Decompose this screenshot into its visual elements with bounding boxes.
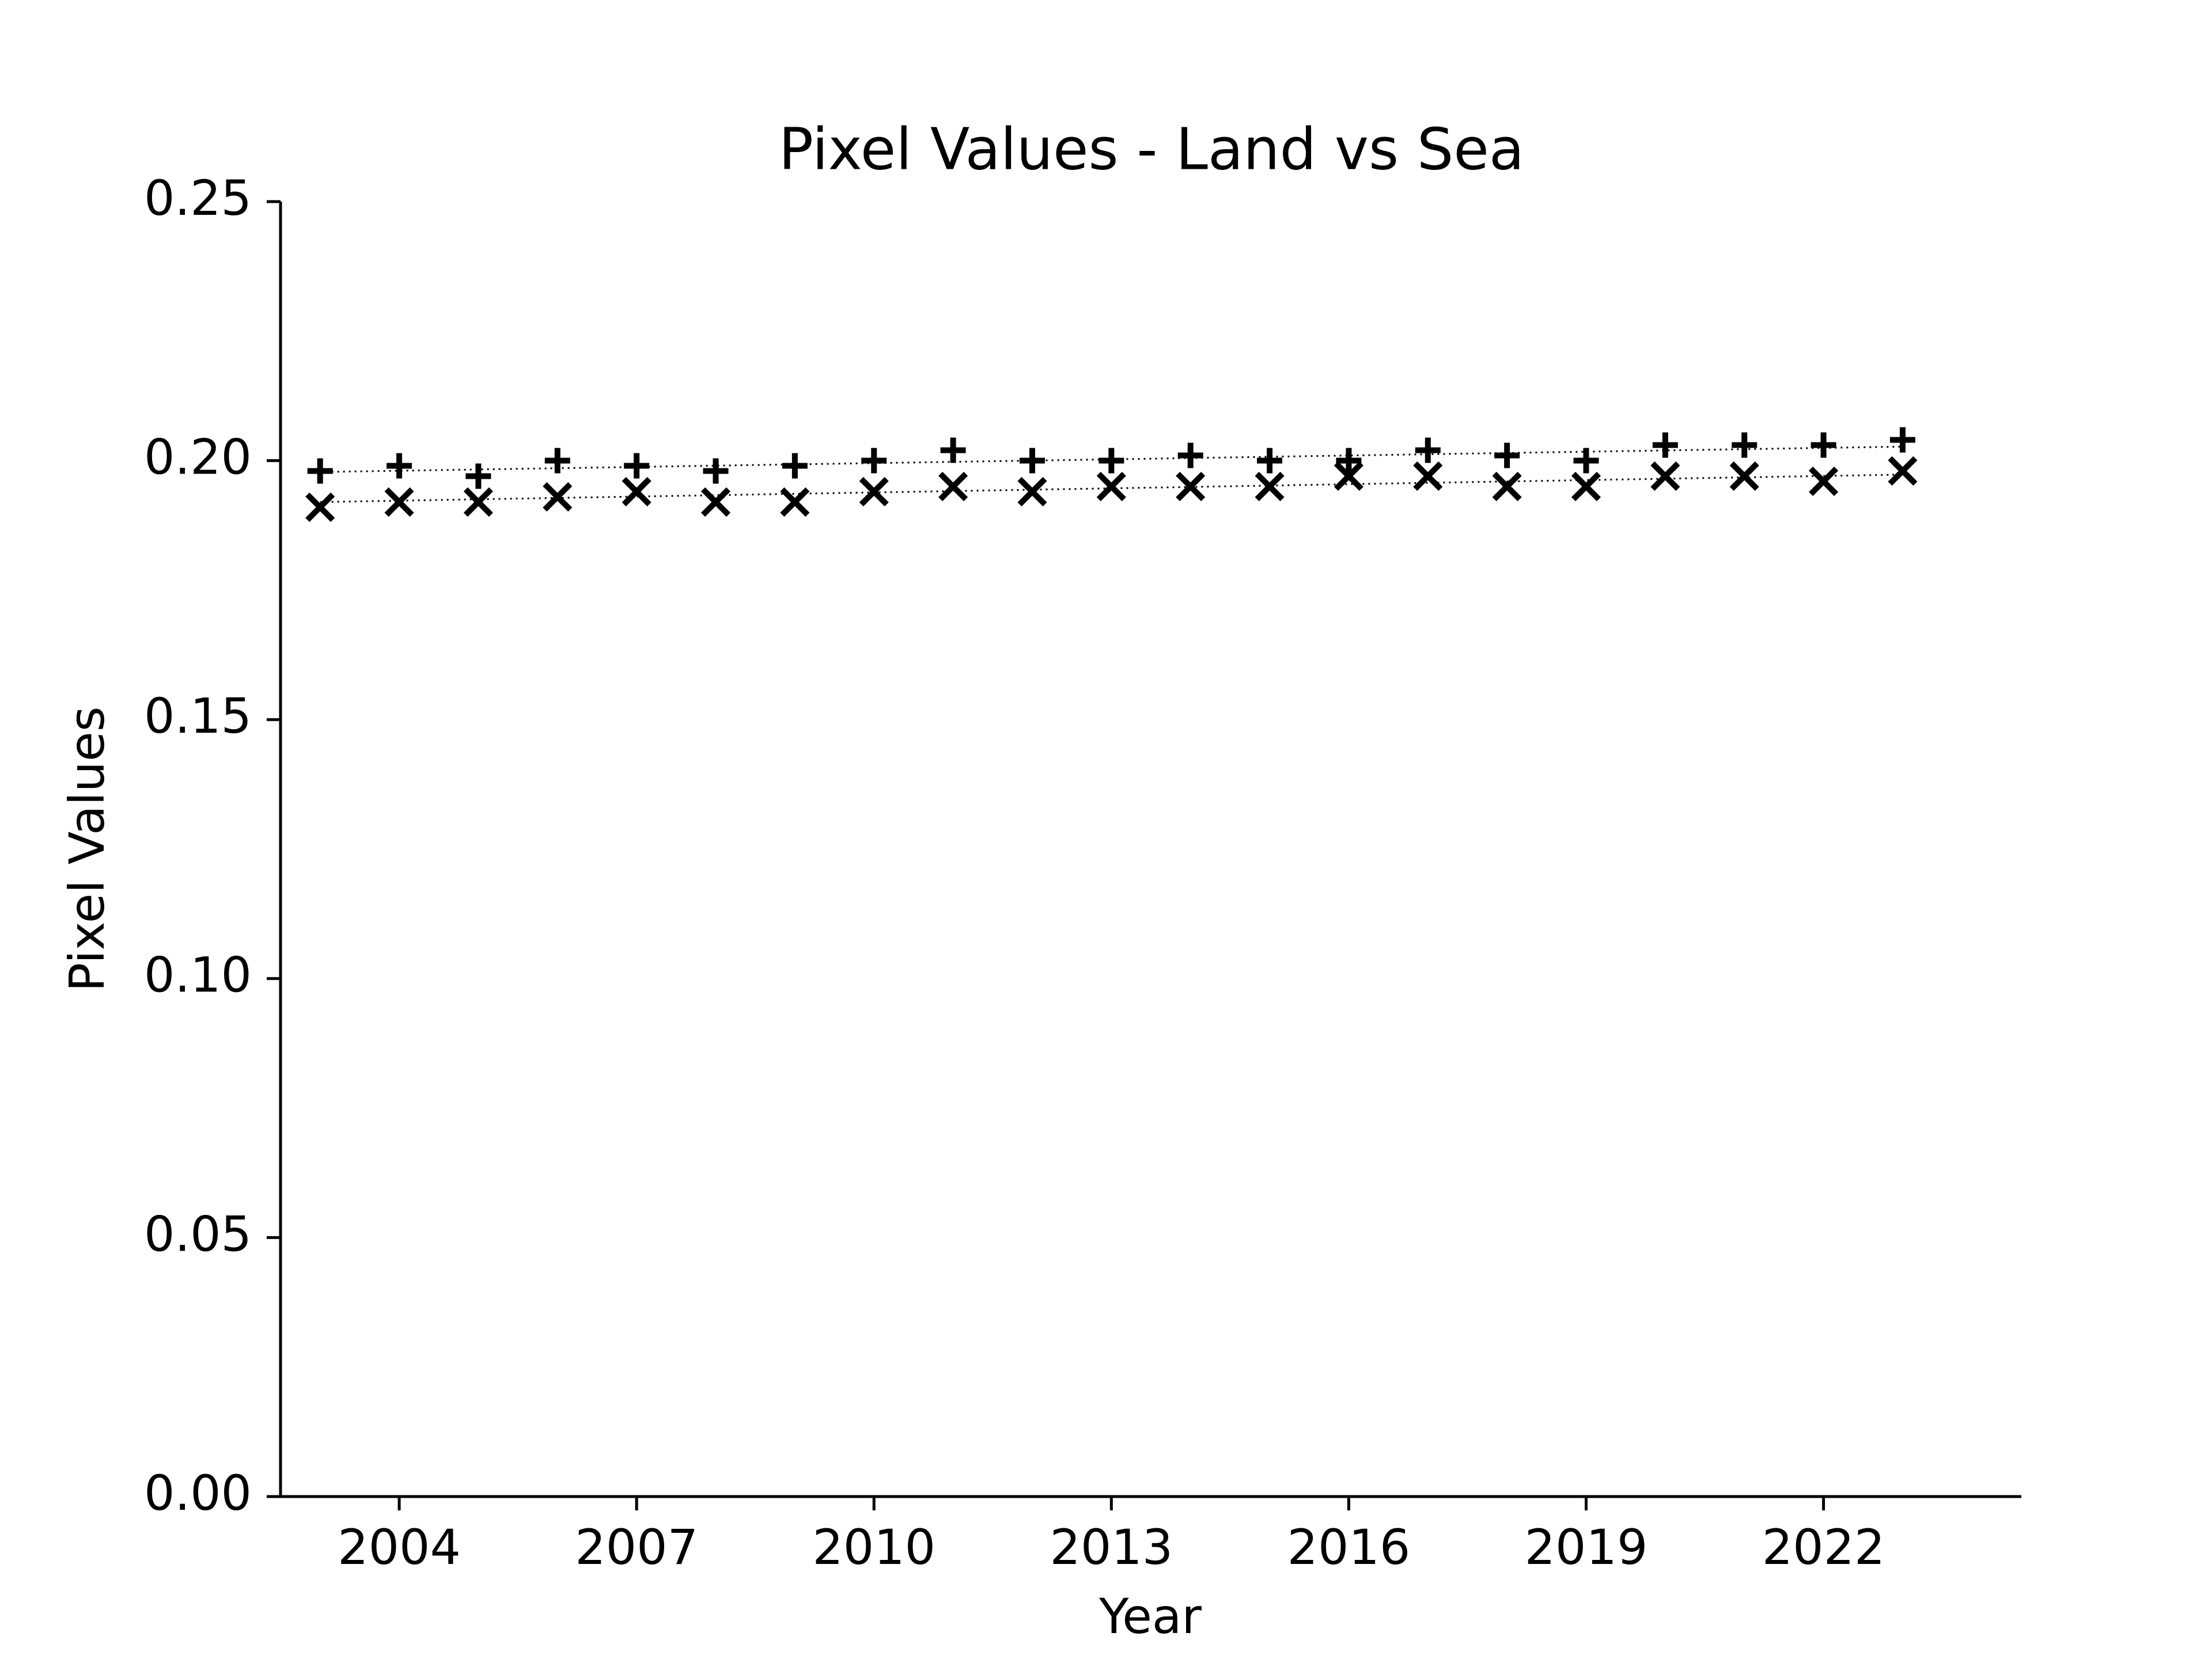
data-point-x xyxy=(1888,456,1918,486)
data-point-plus xyxy=(1494,442,1520,468)
data-point-x xyxy=(1096,472,1126,502)
axes xyxy=(279,202,2021,1498)
data-point-x xyxy=(1413,461,1443,491)
chart-title: Pixel Values - Land vs Sea xyxy=(779,115,1524,183)
data-point-x xyxy=(1017,477,1047,507)
y-tick-label: 0.10 xyxy=(144,947,252,1003)
data-point-x xyxy=(1729,461,1759,491)
x-tick-label: 2004 xyxy=(338,1519,461,1575)
data-point-x xyxy=(1176,472,1206,502)
y-tick-label: 0.15 xyxy=(144,688,252,744)
data-point-plus xyxy=(465,463,491,489)
data-point-x xyxy=(463,487,493,517)
x-tick-label: 2022 xyxy=(1762,1519,1885,1575)
data-point-x xyxy=(1809,467,1839,497)
data-point-plus xyxy=(1019,448,1045,474)
data-point-x xyxy=(1334,461,1363,491)
data-point-plus xyxy=(624,453,650,479)
data-point-plus xyxy=(1177,442,1203,468)
data-point-x xyxy=(1255,472,1285,502)
data-point-x xyxy=(938,472,968,502)
y-tick-label: 0.00 xyxy=(144,1465,252,1521)
data-point-plus xyxy=(1889,427,1915,453)
data-point-plus xyxy=(1573,448,1599,474)
y-tick-label: 0.25 xyxy=(144,170,252,226)
data-point-x xyxy=(543,482,573,512)
data-point-plus xyxy=(782,453,808,479)
data-point-plus xyxy=(307,458,333,484)
data-point-x xyxy=(780,487,810,517)
data-point-plus xyxy=(1732,432,1758,458)
data-point-plus xyxy=(387,453,412,479)
data-point-x xyxy=(1650,461,1680,491)
data-point-plus xyxy=(940,437,966,463)
x-tick-label: 2019 xyxy=(1525,1519,1648,1575)
data-point-x xyxy=(700,487,731,517)
ticks: 0.00 0.05 0.10 0.15 0.20 0.25 2004 2007 2010 2013… xyxy=(144,170,1885,1575)
x-tick-label: 2013 xyxy=(1050,1519,1173,1575)
data-point-x xyxy=(859,477,889,507)
y-axis-label: Pixel Values xyxy=(59,706,115,991)
data-point-plus xyxy=(1652,432,1678,458)
data-point-plus xyxy=(1336,448,1362,474)
x-tick-label: 2010 xyxy=(812,1519,935,1575)
data-point-plus xyxy=(1415,437,1441,463)
data-point-x xyxy=(305,492,335,522)
x-tick-label: 2007 xyxy=(575,1519,698,1575)
x-tick-label: 2016 xyxy=(1287,1519,1411,1575)
data-point-plus xyxy=(544,448,570,474)
data-point-plus xyxy=(1810,432,1836,458)
data-point-x xyxy=(384,487,414,517)
data-point-x xyxy=(622,477,652,507)
data-point-x xyxy=(1492,472,1522,502)
y-tick-label: 0.05 xyxy=(144,1206,252,1262)
data-point-plus xyxy=(861,448,887,474)
data-point-x xyxy=(1571,472,1601,502)
data-point-plus xyxy=(703,458,729,484)
y-tick-label: 0.20 xyxy=(144,429,252,486)
data-markers xyxy=(305,427,1918,522)
x-axis-label: Year xyxy=(1099,1588,1202,1645)
data-point-plus xyxy=(1099,448,1124,474)
data-point-plus xyxy=(1257,448,1283,474)
